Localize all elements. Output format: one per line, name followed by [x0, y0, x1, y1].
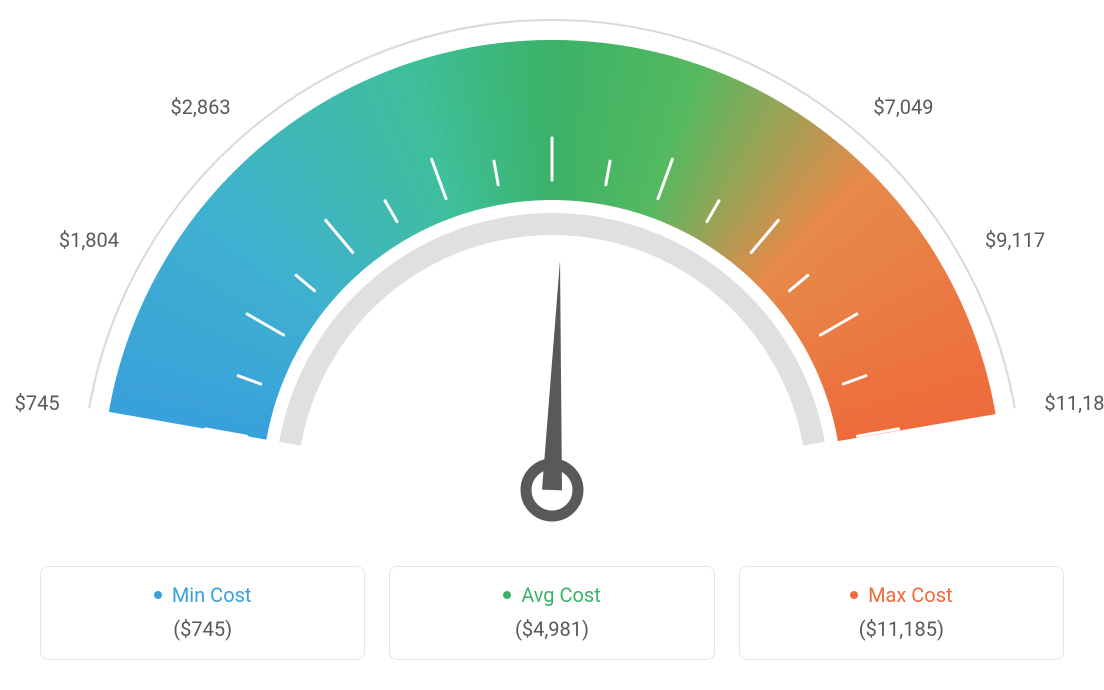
gauge-chart-wrap: $745 $1,804 $2,863 $4,981 $7,049 $9,117 $11,18… — [0, 0, 1104, 690]
legend-card-max: Max Cost ($11,185) — [739, 566, 1064, 660]
tick-label: $9,117 — [985, 228, 1045, 252]
legend-label-avg: Avg Cost — [521, 583, 601, 607]
tick-label: $7,049 — [873, 95, 933, 119]
gauge-svg — [0, 0, 1104, 560]
dot-icon-min — [154, 591, 162, 599]
dot-icon-max — [850, 591, 858, 599]
legend-card-avg: Avg Cost ($4,981) — [389, 566, 714, 660]
legend-title-avg: Avg Cost — [503, 583, 601, 607]
legend-label-max: Max Cost — [868, 583, 953, 607]
dot-icon-avg — [503, 591, 511, 599]
legend-value-avg: ($4,981) — [400, 617, 703, 641]
legend-title-max: Max Cost — [850, 583, 953, 607]
tick-label: $2,863 — [170, 95, 230, 119]
legend-row: Min Cost ($745) Avg Cost ($4,981) Max Co… — [40, 566, 1064, 660]
tick-label: $1,804 — [59, 228, 119, 252]
tick-label: $745 — [15, 391, 60, 415]
legend-value-max: ($11,185) — [750, 617, 1053, 641]
legend-title-min: Min Cost — [154, 583, 252, 607]
legend-label-min: Min Cost — [172, 583, 252, 607]
legend-value-min: ($745) — [51, 617, 354, 641]
tick-label: $4,981 — [522, 0, 582, 2]
tick-label: $11,185 — [1044, 391, 1104, 415]
legend-card-min: Min Cost ($745) — [40, 566, 365, 660]
gauge-area: $745 $1,804 $2,863 $4,981 $7,049 $9,117 $11,18… — [0, 0, 1104, 560]
gauge-needle — [542, 260, 562, 490]
